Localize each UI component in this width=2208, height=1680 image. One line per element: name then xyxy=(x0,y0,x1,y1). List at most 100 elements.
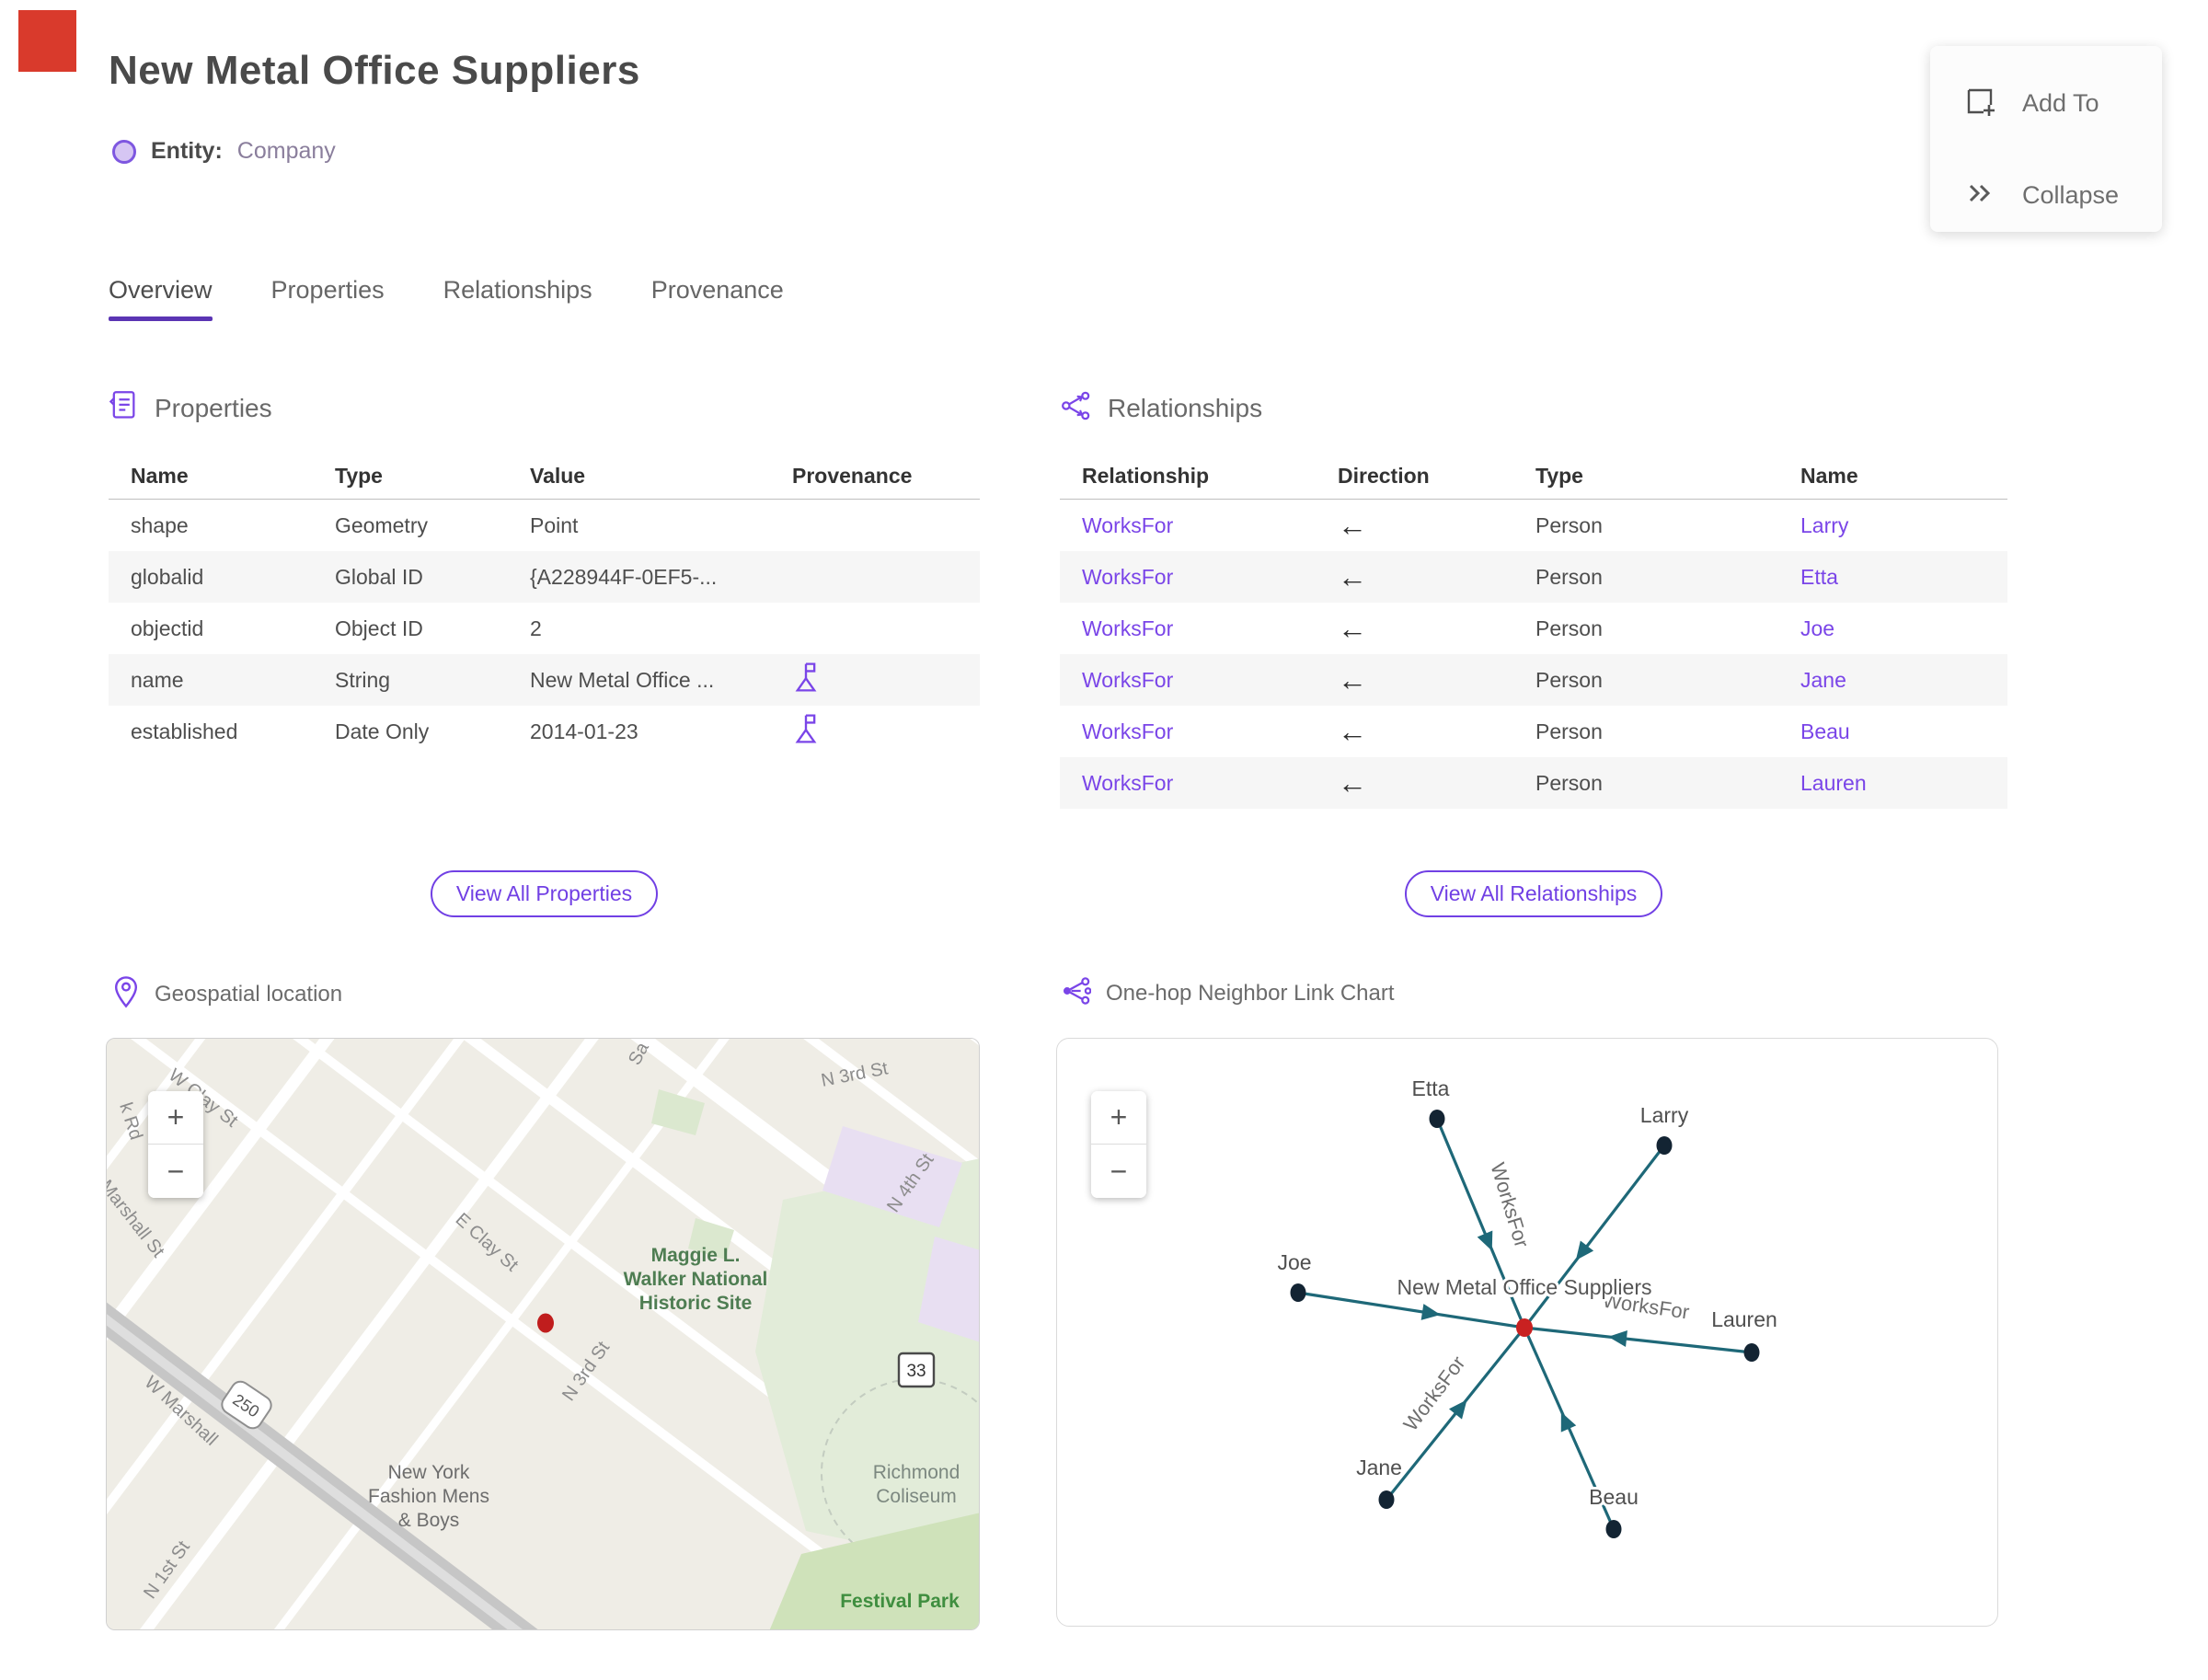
rel-type: Person xyxy=(1535,770,1603,795)
col-type: Type xyxy=(335,464,383,488)
center-entity-label: New Metal Office Suppliers xyxy=(1397,1275,1652,1299)
node-label: Beau xyxy=(1589,1485,1639,1509)
entity-label: Entity: xyxy=(151,138,223,164)
map-label-poi: New York xyxy=(388,1462,470,1483)
prop-name: globalid xyxy=(131,564,204,589)
table-row: WorksFor ← Person Beau xyxy=(1060,706,2007,757)
relationships-icon xyxy=(1060,390,1091,426)
add-to-label: Add To xyxy=(2022,89,2099,117)
entity-link[interactable]: Etta xyxy=(1800,564,1838,589)
collapse-icon xyxy=(1963,177,1996,214)
tab-provenance[interactable]: Provenance xyxy=(650,276,784,304)
prop-value: 2 xyxy=(530,616,542,640)
tab-relationships[interactable]: Relationships xyxy=(443,276,592,304)
geospatial-map[interactable]: k Rd W Clay St Sa N 3rd St N 4th St Mars… xyxy=(106,1038,980,1630)
entity-link[interactable]: Jane xyxy=(1800,667,1846,692)
map-zoom-out-button[interactable]: − xyxy=(148,1145,203,1198)
actions-card: Add To Collapse xyxy=(1930,46,2162,232)
chart-zoom-out-button[interactable]: − xyxy=(1091,1145,1146,1198)
node-label: Joe xyxy=(1277,1250,1311,1274)
map-label-poi: Richmond xyxy=(873,1462,960,1483)
tab-properties[interactable]: Properties xyxy=(270,276,385,304)
entity-link[interactable]: Joe xyxy=(1800,616,1835,640)
relationships-table-header: Relationship Direction Type Name xyxy=(1060,454,2007,500)
view-all-relationships-button[interactable]: View All Relationships xyxy=(1404,870,1663,917)
node-label: Etta xyxy=(1412,1076,1450,1100)
node-beau[interactable] xyxy=(1605,1520,1622,1538)
route-shield-33: 33 xyxy=(906,1362,926,1381)
relationships-panel: Relationships Relationship Direction Typ… xyxy=(1060,390,2007,809)
properties-icon xyxy=(109,390,138,426)
prop-name: name xyxy=(131,667,184,692)
node-label: Jane xyxy=(1356,1456,1402,1479)
prop-value: {A228944F-0EF5-... xyxy=(530,564,718,589)
node-label: Lauren xyxy=(1711,1307,1777,1331)
col-direction: Direction xyxy=(1338,464,1430,488)
table-row: WorksFor ← Person Larry xyxy=(1060,500,2007,551)
table-row: shape Geometry Point xyxy=(109,500,980,551)
map-zoom-in-button[interactable]: + xyxy=(148,1091,203,1145)
relationship-link[interactable]: WorksFor xyxy=(1082,719,1174,743)
relationship-link[interactable]: WorksFor xyxy=(1082,616,1174,640)
col-provenance: Provenance xyxy=(792,464,913,488)
rel-type: Person xyxy=(1535,564,1603,589)
prop-type: Object ID xyxy=(335,616,423,640)
relationships-section-title: Relationships xyxy=(1108,393,1263,422)
map-label-poi: & Boys xyxy=(398,1510,460,1531)
entity-link[interactable]: Lauren xyxy=(1800,770,1867,795)
map-label-poi: Maggie L. xyxy=(651,1245,741,1266)
map-pin-icon xyxy=(112,975,140,1013)
node-jane[interactable] xyxy=(1378,1490,1395,1509)
provenance-flag-icon[interactable] xyxy=(770,662,980,698)
map-zoom-control: + − xyxy=(148,1091,203,1198)
relationship-link[interactable]: WorksFor xyxy=(1082,512,1174,537)
node-larry[interactable] xyxy=(1656,1136,1673,1155)
relationship-link[interactable]: WorksFor xyxy=(1082,667,1174,692)
table-row: WorksFor ← Person Joe xyxy=(1060,603,2007,654)
col-relationship: Relationship xyxy=(1082,464,1210,488)
entity-link[interactable]: Beau xyxy=(1800,719,1850,743)
edge-label-worksfor: WorksFor xyxy=(1486,1160,1534,1250)
table-row: globalid Global ID {A228944F-0EF5-... xyxy=(109,551,980,603)
add-to-button[interactable]: Add To xyxy=(1963,85,2099,122)
direction-arrow: ← xyxy=(1338,662,1367,696)
chart-zoom-in-button[interactable]: + xyxy=(1091,1091,1146,1145)
relationships-table: Relationship Direction Type Name WorksFo… xyxy=(1060,454,2007,809)
entity-location-marker[interactable] xyxy=(537,1313,554,1333)
map-label-poi: Historic Site xyxy=(639,1293,753,1314)
node-joe[interactable] xyxy=(1290,1283,1306,1302)
prop-name: objectid xyxy=(131,616,204,640)
node-lauren[interactable] xyxy=(1743,1343,1760,1362)
node-center-entity[interactable] xyxy=(1516,1318,1533,1337)
table-row: established Date Only 2014-01-23 xyxy=(109,706,980,757)
col-name: Name xyxy=(131,464,189,488)
prop-type: Geometry xyxy=(335,512,428,537)
map-label-poi: Coliseum xyxy=(876,1486,957,1507)
collapse-button[interactable]: Collapse xyxy=(1963,177,2119,214)
prop-type: Global ID xyxy=(335,564,423,589)
prop-type: String xyxy=(335,667,391,692)
entity-link[interactable]: Larry xyxy=(1800,512,1849,537)
direction-arrow: ← xyxy=(1338,765,1367,800)
direction-arrow: ← xyxy=(1338,508,1367,542)
prop-value: 2014-01-23 xyxy=(530,719,638,743)
chart-zoom-control: + − xyxy=(1091,1091,1146,1198)
properties-section-title: Properties xyxy=(155,393,272,422)
table-row: name String New Metal Office ... xyxy=(109,654,980,706)
tab-overview[interactable]: Overview xyxy=(109,276,213,321)
view-all-properties-button[interactable]: View All Properties xyxy=(430,870,659,917)
node-etta[interactable] xyxy=(1429,1110,1445,1128)
direction-arrow: ← xyxy=(1338,714,1367,748)
table-row: WorksFor ← Person Etta xyxy=(1060,551,2007,603)
properties-table-header: Name Type Value Provenance xyxy=(109,454,980,500)
link-chart[interactable]: WorksFor WorksFor WorksFor Etta Larry Jo… xyxy=(1056,1038,1998,1627)
relationship-link[interactable]: WorksFor xyxy=(1082,770,1174,795)
direction-arrow: ← xyxy=(1338,611,1367,645)
col-type: Type xyxy=(1535,464,1583,488)
table-row: objectid Object ID 2 xyxy=(109,603,980,654)
add-to-icon xyxy=(1963,85,1996,122)
properties-panel: Properties Name Type Value Provenance sh… xyxy=(109,390,980,757)
provenance-flag-icon[interactable] xyxy=(770,713,980,750)
relationship-link[interactable]: WorksFor xyxy=(1082,564,1174,589)
